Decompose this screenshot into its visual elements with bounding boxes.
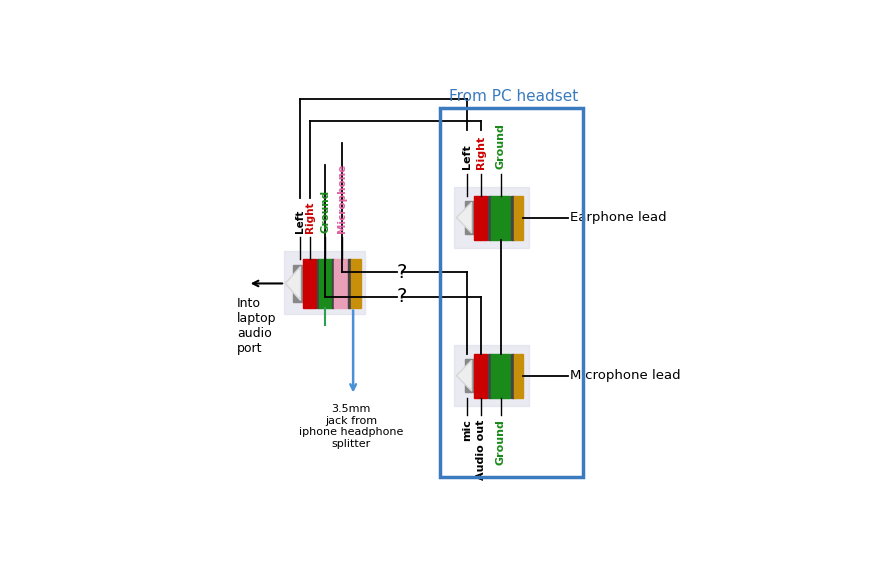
- Bar: [293, 266, 303, 302]
- Text: Audio out: Audio out: [476, 420, 486, 480]
- Text: Ground: Ground: [495, 124, 506, 169]
- Bar: [334, 259, 348, 308]
- Text: Right: Right: [305, 201, 315, 233]
- Text: 3.5mm
jack from
iphone headphone
splitter: 3.5mm jack from iphone headphone splitte…: [299, 404, 403, 449]
- Polygon shape: [458, 364, 470, 388]
- Bar: [319, 259, 331, 308]
- Bar: [511, 196, 514, 239]
- Bar: [316, 259, 319, 308]
- Polygon shape: [456, 202, 471, 233]
- Text: Into
laptop
audio
port: Into laptop audio port: [237, 296, 276, 355]
- Bar: [331, 259, 334, 308]
- Bar: [514, 353, 524, 398]
- Bar: [491, 196, 510, 239]
- Text: Ground: Ground: [495, 420, 506, 465]
- Text: Right: Right: [476, 136, 486, 169]
- Bar: [464, 201, 474, 234]
- Bar: [474, 353, 487, 398]
- Polygon shape: [456, 360, 471, 391]
- Bar: [488, 196, 491, 239]
- Bar: [514, 196, 524, 239]
- Text: Earphone lead: Earphone lead: [571, 211, 667, 224]
- Text: Microphone lead: Microphone lead: [571, 369, 681, 382]
- Text: From PC headset: From PC headset: [449, 89, 578, 104]
- Polygon shape: [287, 270, 299, 297]
- Bar: [284, 251, 365, 314]
- Text: Left: Left: [462, 145, 472, 169]
- Bar: [454, 187, 529, 249]
- Bar: [491, 353, 510, 398]
- Bar: [351, 259, 361, 308]
- Bar: [454, 345, 529, 406]
- Text: Ground: Ground: [321, 190, 330, 233]
- Bar: [474, 196, 487, 239]
- Polygon shape: [285, 267, 300, 300]
- Bar: [488, 353, 491, 398]
- Bar: [464, 359, 474, 392]
- Bar: [303, 259, 315, 308]
- Bar: [348, 259, 351, 308]
- Text: Microphone: Microphone: [337, 164, 346, 233]
- Polygon shape: [458, 206, 470, 230]
- Text: Left: Left: [294, 210, 305, 233]
- Text: ?: ?: [397, 263, 408, 282]
- Text: mic: mic: [462, 420, 472, 441]
- Bar: [511, 353, 514, 398]
- Text: ?: ?: [397, 287, 408, 306]
